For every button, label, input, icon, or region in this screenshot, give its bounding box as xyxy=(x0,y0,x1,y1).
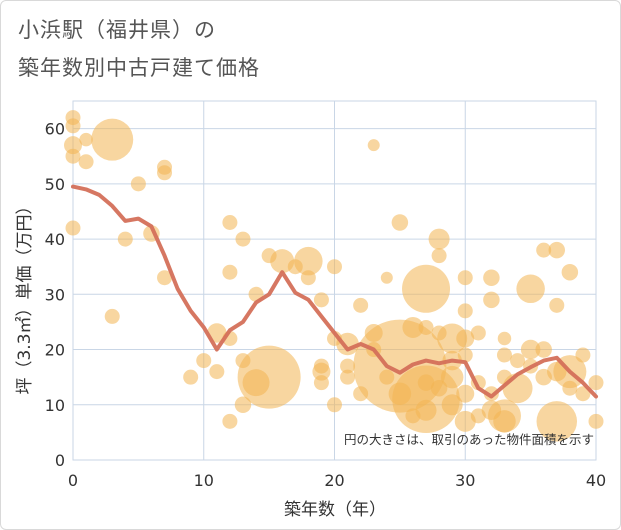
bubble-point xyxy=(336,332,359,356)
bubble-point xyxy=(312,362,331,381)
bubble-point xyxy=(496,347,512,363)
bubble-point xyxy=(367,139,380,152)
bubble-point xyxy=(222,413,238,429)
bubble-point xyxy=(130,176,146,192)
bubble-point xyxy=(588,413,604,429)
bubble-point xyxy=(456,329,475,348)
bubble-point xyxy=(104,308,120,324)
bubble-point xyxy=(183,369,199,385)
x-tick-label: 0 xyxy=(68,471,78,490)
bubble-point xyxy=(431,248,447,264)
bubble-point xyxy=(575,347,591,363)
bubble-point xyxy=(483,386,499,402)
bubble-point xyxy=(65,220,81,236)
bubble-point xyxy=(561,263,579,281)
bubble-point xyxy=(483,269,500,286)
bubble-point xyxy=(441,394,463,416)
bubble-point xyxy=(535,341,552,358)
bubble-point xyxy=(402,264,451,313)
bubble-layer xyxy=(64,110,604,442)
y-axis-label: 坪（3.3㎡）単価（万円） xyxy=(15,197,35,394)
bubble-point xyxy=(327,397,342,413)
line-layer xyxy=(71,184,598,399)
bubble-point xyxy=(313,292,329,308)
bubble-point xyxy=(510,353,526,369)
y-tick-label: 40 xyxy=(45,230,65,249)
bubble-point xyxy=(516,274,545,304)
bubble-point xyxy=(430,379,448,397)
bubble-point xyxy=(575,386,591,402)
bubble-point xyxy=(440,365,464,389)
bubble-point xyxy=(562,380,578,396)
tick-layer: 0 10 20 30 40 0 10 20 30 40 50 60 xyxy=(45,120,607,490)
bubble-point xyxy=(502,373,533,404)
bubble-point xyxy=(549,297,565,313)
bubble-point xyxy=(457,347,473,363)
bubble-point xyxy=(157,165,173,181)
bubble-point xyxy=(313,375,329,391)
plot-border xyxy=(72,100,597,461)
bubble-point xyxy=(548,241,566,259)
bubble-point xyxy=(483,291,500,309)
bubble-point xyxy=(437,323,468,354)
bubble-point xyxy=(418,319,434,335)
x-tick-label: 10 xyxy=(194,471,214,490)
x-tick-label: 40 xyxy=(586,471,606,490)
bubble-point xyxy=(64,136,82,155)
bubble-point xyxy=(588,375,604,391)
bubble-point xyxy=(157,270,173,286)
average-price-line xyxy=(71,184,598,399)
y-tick-label: 10 xyxy=(45,396,65,415)
bubble-point xyxy=(340,369,356,385)
bubble-point xyxy=(300,270,316,286)
bubble-point xyxy=(117,231,133,247)
bubble-point xyxy=(327,259,342,275)
bubble-point xyxy=(340,358,356,374)
bubble-point xyxy=(428,228,450,250)
bubble-point xyxy=(402,316,424,338)
bubble-point xyxy=(470,325,486,341)
bubble-point xyxy=(222,264,238,280)
bubble-point xyxy=(454,410,476,432)
x-axis-label: 築年数（年） xyxy=(284,500,386,520)
bubble-point xyxy=(65,118,81,134)
chart-title-line1: 小浜駅（福井県）の xyxy=(18,18,216,42)
y-tick-label: 30 xyxy=(45,285,65,304)
bubble-point xyxy=(234,396,252,414)
y-tick-label: 50 xyxy=(45,175,65,194)
y-tick-label: 60 xyxy=(45,120,65,139)
bubble-point xyxy=(457,270,473,286)
bubble-point xyxy=(353,297,369,313)
chart-title-line2: 築年数別中古戸建て価格 xyxy=(18,56,260,80)
bubble-point xyxy=(391,214,409,231)
x-tick-label: 20 xyxy=(324,471,344,490)
bubble-point xyxy=(91,118,134,161)
x-tick-label: 30 xyxy=(455,471,475,490)
y-tick-label: 20 xyxy=(45,341,65,360)
bubble-point xyxy=(79,132,93,147)
bubble-point xyxy=(536,401,578,442)
bubble-point xyxy=(456,384,475,403)
bubble-point xyxy=(78,154,94,170)
bubble-point xyxy=(520,339,541,360)
bubble-point xyxy=(493,410,516,433)
bubble-point xyxy=(196,353,212,369)
bubble-point xyxy=(222,215,238,231)
chart-note: 円の大きさは、取引のあった物件面積を示す xyxy=(344,432,594,447)
bubble-point xyxy=(536,242,552,258)
bubble-point xyxy=(209,364,225,380)
bubble-point xyxy=(457,303,473,319)
bubble-point xyxy=(380,271,393,284)
bubble-point xyxy=(235,231,251,247)
bubble-point xyxy=(65,148,81,164)
bubble-point xyxy=(294,246,323,276)
bubble-point xyxy=(497,331,512,346)
bubble-point xyxy=(237,345,301,409)
y-tick-label: 0 xyxy=(55,451,65,470)
